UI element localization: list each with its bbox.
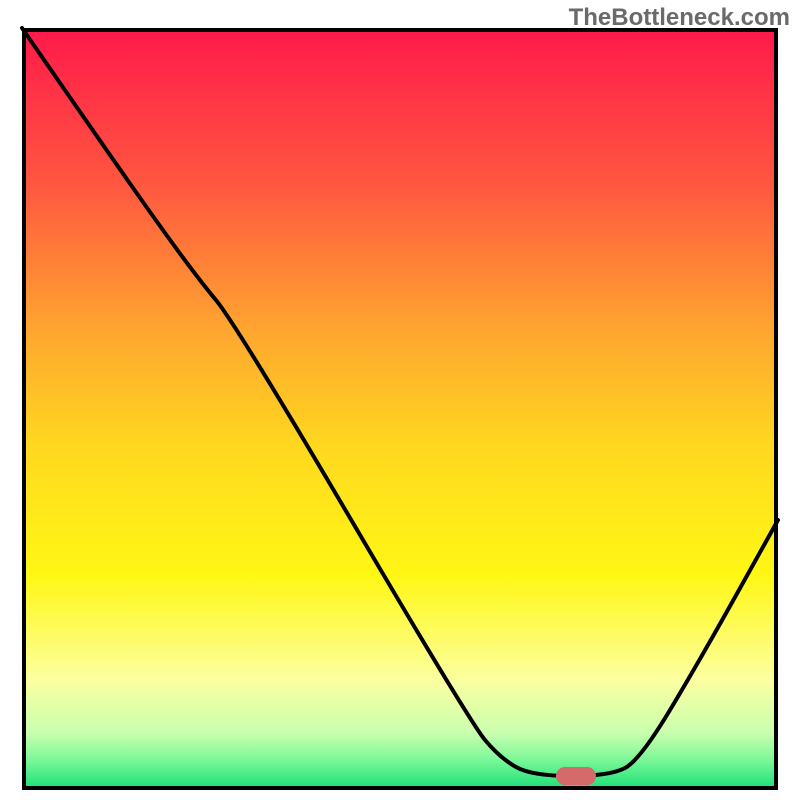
plot-frame [22, 28, 778, 790]
chart-container: TheBottleneck.com [0, 0, 800, 800]
plot-background-gradient [26, 32, 774, 786]
optimal-point-marker [556, 767, 596, 785]
watermark-text: TheBottleneck.com [569, 4, 790, 32]
